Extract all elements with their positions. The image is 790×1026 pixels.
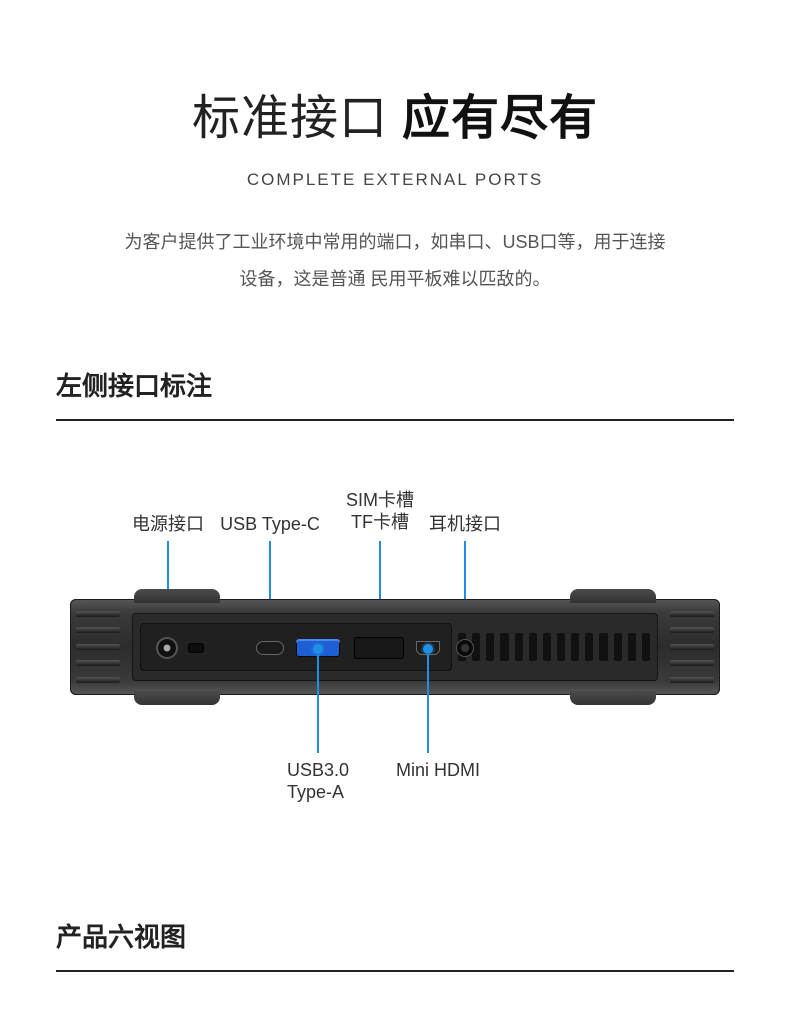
description: 为客户提供了工业环境中常用的端口，如串口、USB口等，用于连接 设备，这是普通 … [0,224,790,298]
device-ridges [664,605,720,689]
title-bold: 应有尽有 [402,78,598,148]
description-line: 设备，这是普通 民用平板难以匹敌的。 [70,261,720,298]
callout-usb-typec: USB Type-C [220,513,320,536]
callout-label: Type-A [287,781,349,804]
callout-headphone: 耳机接口 [429,513,501,536]
callout-label: Mini HDMI [396,760,480,780]
page-title: 标准接口 应有尽有 [0,78,790,148]
callout-label: SIM卡槽 [346,489,414,512]
port-diagram: 电源接口 USB Type-C SIM卡槽 TF卡槽 耳机接口 [56,467,734,867]
callout-line [427,655,429,753]
callout-power: 电源接口 [132,513,204,536]
section-title: 产品六视图 [56,917,734,954]
callout-dot [423,644,433,654]
device-vents [458,633,650,661]
section-left-ports: 左侧接口标注 电源接口 USB Type-C SIM卡槽 TF卡槽 耳机接口 [0,366,790,867]
port-aux-icon [188,643,204,653]
callout-dot [313,644,323,654]
callout-label: USB3.0 [287,759,349,782]
device-bump [134,589,220,603]
section-six-views: 产品六视图 [0,917,790,972]
subtitle-en: COMPLETE EXTERNAL PORTS [0,170,790,190]
header: 标准接口 应有尽有 COMPLETE EXTERNAL PORTS 为客户提供了… [0,0,790,298]
page: 标准接口 应有尽有 COMPLETE EXTERNAL PORTS 为客户提供了… [0,0,790,1026]
title-light: 标准接口 [192,78,388,148]
device-bump [134,691,220,705]
callout-line [317,655,319,753]
device-side-view [70,599,720,695]
port-usb-c-icon [256,641,284,655]
device-bump [570,691,656,705]
callout-label: USB Type-C [220,514,320,534]
port-card-slots-icon [354,637,404,659]
section-rule [56,419,734,421]
callout-label: 耳机接口 [429,514,501,534]
callout-label: 电源接口 [132,514,204,534]
callout-mini-hdmi: Mini HDMI [396,759,480,782]
callout-label: TF卡槽 [346,511,414,534]
section-rule [56,970,734,972]
port-dc-icon [156,637,178,659]
description-line: 为客户提供了工业环境中常用的端口，如串口、USB口等，用于连接 [70,224,720,261]
port-audio-icon [456,639,474,657]
callout-usb3-typea: USB3.0 Type-A [287,759,349,804]
section-title: 左侧接口标注 [56,366,734,403]
callout-sim-tf: SIM卡槽 TF卡槽 [346,489,414,534]
device-ridges [70,605,126,689]
device-bump [570,589,656,603]
